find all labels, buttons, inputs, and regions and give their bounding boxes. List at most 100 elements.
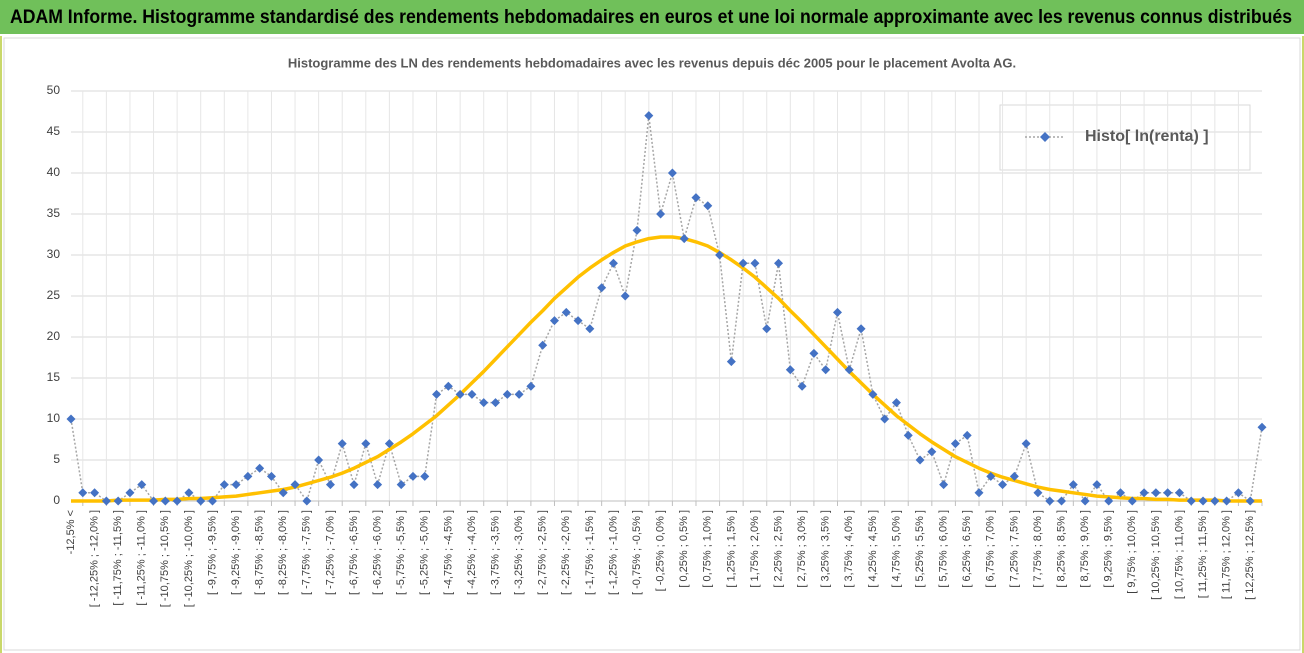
marker <box>832 307 842 317</box>
marker <box>1174 488 1184 498</box>
x-tick-label: [ 7,25% ; 7,5% ] <box>1008 510 1020 588</box>
marker <box>821 365 831 375</box>
marker <box>325 480 335 490</box>
y-tick-label: 20 <box>47 329 61 343</box>
marker <box>561 307 571 317</box>
marker <box>703 201 713 211</box>
legend-marker <box>1040 132 1050 142</box>
x-tick-label: [ -10,75% ; -10,5% ] <box>159 510 171 607</box>
marker <box>384 439 394 449</box>
x-tick-label: [ -8,75% ; -8,5% ] <box>254 510 266 595</box>
marker <box>891 398 901 408</box>
marker <box>691 193 701 203</box>
marker <box>101 496 111 506</box>
marker <box>856 324 866 334</box>
marker <box>809 348 819 358</box>
x-tick-label: [ -0,25% ; 0,0% ] <box>655 510 667 591</box>
marker <box>1033 488 1043 498</box>
marker <box>243 471 253 481</box>
x-tick-label: [ -11,75% ; -11,5% ] <box>112 510 124 606</box>
x-tick-label: [ -9,75% ; -9,5% ] <box>206 510 218 595</box>
x-tick-label: [ -2,25% ; -2,0% ] <box>560 510 572 595</box>
x-tick-label: [ 9,75% ; 10,0% ] <box>1126 510 1138 594</box>
marker <box>1151 488 1161 498</box>
marker <box>797 381 807 391</box>
x-tick-label: [ 4,75% ; 5,0% ] <box>890 510 902 588</box>
x-tick-label: [ -8,25% ; -8,0% ] <box>277 510 289 595</box>
x-tick-label: [ 8,75% ; 9,0% ] <box>1079 510 1091 588</box>
x-tick-label: [ -4,25% ; -4,0% ] <box>466 510 478 595</box>
marker <box>373 480 383 490</box>
x-tick-label: [ -12,25% ; -12,0% ] <box>88 510 100 607</box>
marker <box>290 480 300 490</box>
y-tick-label: 15 <box>47 370 61 384</box>
marker <box>974 488 984 498</box>
marker <box>219 480 229 490</box>
marker <box>125 488 135 498</box>
marker <box>620 291 630 301</box>
y-tick-label: 40 <box>47 165 61 179</box>
marker <box>1104 496 1114 506</box>
marker <box>1009 471 1019 481</box>
marker <box>172 496 182 506</box>
marker <box>491 398 501 408</box>
x-tick-label: [ 6,25% ; 6,5% ] <box>961 510 973 588</box>
x-tick-label: [ 6,75% ; 7,0% ] <box>985 510 997 588</box>
marker <box>868 389 878 399</box>
marker <box>302 496 312 506</box>
marker <box>1257 422 1267 432</box>
x-tick-label: [ 5,75% ; 6,0% ] <box>938 510 950 588</box>
marker <box>585 324 595 334</box>
marker <box>137 480 147 490</box>
x-tick-label: [ 8,25% ; 8,5% ] <box>1055 510 1067 588</box>
marker <box>396 480 406 490</box>
marker <box>998 480 1008 490</box>
x-tick-label: [ -11,25% ; -11,0% ] <box>136 510 148 606</box>
x-tick-label: [ -6,25% ; -6,0% ] <box>372 510 384 595</box>
x-tick-label: [ 1,25% ; 1,5% ] <box>725 510 737 588</box>
x-tick-label: [ 5,25% ; 5,5% ] <box>914 510 926 588</box>
marker <box>255 463 265 473</box>
marker <box>915 455 925 465</box>
marker <box>432 389 442 399</box>
marker <box>208 496 218 506</box>
marker <box>266 471 276 481</box>
marker <box>231 480 241 490</box>
x-tick-label: [ -4,75% ; -4,5% ] <box>442 510 454 595</box>
x-tick-label: [ -1,75% ; -1,5% ] <box>584 510 596 595</box>
y-tick-label: 5 <box>53 452 60 466</box>
marker <box>667 168 677 178</box>
x-tick-label: [ 3,25% ; 3,5% ] <box>820 510 832 588</box>
x-tick-label: [ 2,25% ; 2,5% ] <box>772 510 784 588</box>
marker <box>78 488 88 498</box>
marker <box>844 365 854 375</box>
marker <box>880 414 890 424</box>
marker <box>597 283 607 293</box>
marker <box>184 488 194 498</box>
marker <box>1163 488 1173 498</box>
y-tick-label: 10 <box>47 411 61 425</box>
marker <box>1045 496 1055 506</box>
normal-curve <box>71 235 1262 503</box>
marker <box>715 250 725 260</box>
marker <box>774 258 784 268</box>
x-tick-label: [ 2,75% ; 3,0% ] <box>796 510 808 588</box>
marker <box>962 430 972 440</box>
marker <box>927 447 937 457</box>
series-line <box>70 115 1263 503</box>
marker <box>1068 480 1078 490</box>
x-tick-label: [ -5,75% ; -5,5% ] <box>395 510 407 595</box>
marker <box>1021 439 1031 449</box>
marker <box>1210 496 1220 506</box>
x-tick-label: [ 3,75% ; 4,0% ] <box>843 510 855 588</box>
marker <box>1198 496 1208 506</box>
x-tick-label: [ 11,25% ; 11,5% ] <box>1197 510 1209 598</box>
x-tick-label: [ -3,75% ; -3,5% ] <box>489 510 501 595</box>
marker <box>679 234 689 244</box>
marker <box>479 398 489 408</box>
marker <box>160 496 170 506</box>
marker <box>785 365 795 375</box>
marker <box>1222 496 1232 506</box>
marker <box>1092 480 1102 490</box>
marker <box>762 324 772 334</box>
